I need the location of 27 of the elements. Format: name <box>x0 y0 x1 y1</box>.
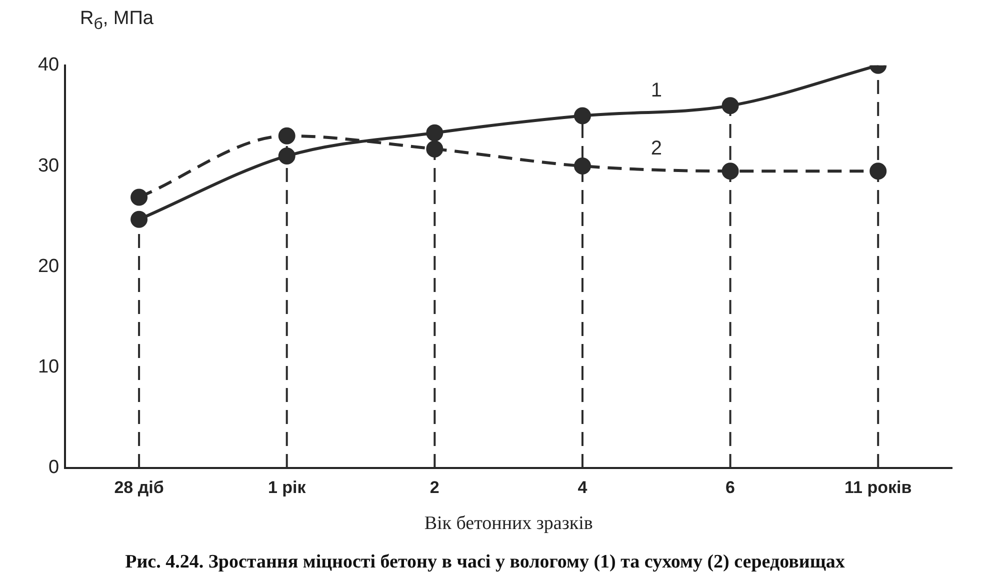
point <box>426 124 444 142</box>
x-tick-label: 28 діб <box>114 478 164 497</box>
point <box>130 188 148 206</box>
y-tick-label: 40 <box>38 54 60 76</box>
text: Рис. 4.24. Зростання міцності бетону в часі у вологому (1) та сухому (2) середовищах <box>125 552 846 573</box>
point <box>278 127 296 144</box>
point <box>722 162 739 180</box>
x-tick-label: 4 <box>578 478 588 497</box>
point <box>722 97 739 114</box>
point <box>574 107 591 124</box>
y-axis-title: R$_{б}$, МПа <box>80 8 154 34</box>
series-label: 2 <box>650 138 662 160</box>
point <box>426 140 444 158</box>
y-tick-label: 30 <box>38 155 60 176</box>
y-tick-label: 10 <box>38 356 60 378</box>
x-tick-label: 11 років <box>844 478 912 497</box>
x-axis-title: Вік бетонних зразків <box>424 512 593 534</box>
series-label: 1 <box>650 80 662 102</box>
point <box>278 147 296 164</box>
point <box>574 158 591 175</box>
x-tick-label: 6 <box>726 478 736 497</box>
point <box>870 162 887 180</box>
point <box>130 210 148 228</box>
x-tick-label: 2 <box>430 478 440 497</box>
x-tick-label: 1 рік <box>268 478 306 497</box>
y-tick-label: 0 <box>48 457 60 478</box>
y-tick-label: 20 <box>38 256 60 277</box>
